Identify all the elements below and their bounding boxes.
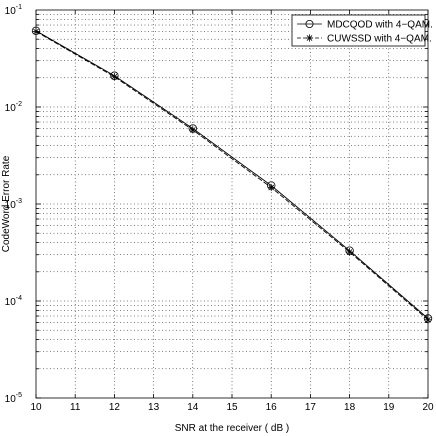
x-tick-label: 11 <box>70 402 81 413</box>
data-point-star <box>110 73 118 81</box>
star-stroke <box>189 127 196 133</box>
y-tick-base: 10 <box>5 297 17 308</box>
series-line-0 <box>35 30 429 319</box>
legend-label-cuwssd: CUWSSD with 4−QAM. <box>327 34 432 45</box>
y-tick-label: 10-5 <box>5 392 22 405</box>
y-axis-label: CodeWord Error Rate <box>1 155 12 252</box>
x-tick-label: 14 <box>187 402 199 413</box>
data-point-star <box>32 27 40 36</box>
axis-ticks: 10 11 12 13 14 15 16 17 18 19 2010-510-410-310-210… <box>5 4 434 413</box>
y-tick-exponent: -2 <box>16 101 22 108</box>
x-axis-label: SNR at the receiver ( dB ) <box>175 423 289 434</box>
x-tick-label: 19 <box>383 402 395 413</box>
y-tick-base: 10 <box>5 103 17 114</box>
star-stroke <box>425 316 431 323</box>
data-point-star <box>346 248 354 256</box>
y-tick-label: 10-1 <box>5 4 22 17</box>
legend: MDCQOD with 4−QAM. CUWSSD with 4−QAM. <box>291 14 433 47</box>
y-tick-exponent: -1 <box>16 4 22 11</box>
y-tick-label: 10-4 <box>5 295 22 308</box>
x-tick-label: 18 <box>344 402 356 413</box>
legend-label-mdcqod: MDCQOD with 4−QAM. <box>327 20 433 31</box>
y-tick-exponent: -4 <box>16 295 22 302</box>
legend-box <box>291 14 426 47</box>
y-tick-base: 10 <box>5 6 17 17</box>
star-stroke <box>111 73 118 80</box>
series-line-1 <box>35 31 429 321</box>
series-markers <box>31 26 433 324</box>
legend-marker-mdcqod-icon <box>305 19 314 28</box>
x-tick-label: 13 <box>148 402 160 413</box>
data-point-star <box>267 183 275 192</box>
legend-star-shape <box>305 34 314 42</box>
star-stroke <box>306 35 313 41</box>
y-tick-exponent: -3 <box>16 198 22 205</box>
y-tick-label: 10-3 <box>5 198 22 211</box>
x-tick-label: 17 <box>305 402 317 413</box>
y-tick-exponent: -5 <box>16 392 22 399</box>
x-tick-label: 15 <box>226 402 238 413</box>
x-tick-label: 10 <box>30 402 42 413</box>
series-lines <box>35 30 429 321</box>
data-point-star <box>189 126 197 134</box>
x-tick-label: 12 <box>109 402 121 413</box>
y-tick-base: 10 <box>5 200 17 211</box>
star-stroke <box>268 184 275 191</box>
grid <box>36 10 428 398</box>
y-tick-label: 10-2 <box>5 101 22 114</box>
x-tick-label: 16 <box>266 402 278 413</box>
star-stroke <box>346 249 353 255</box>
legend-marker-cuwssd-icon <box>305 34 314 42</box>
data-point-star <box>424 316 432 324</box>
x-tick-label: 20 <box>422 402 434 413</box>
star-stroke <box>33 28 39 35</box>
y-tick-base: 10 <box>5 394 17 405</box>
